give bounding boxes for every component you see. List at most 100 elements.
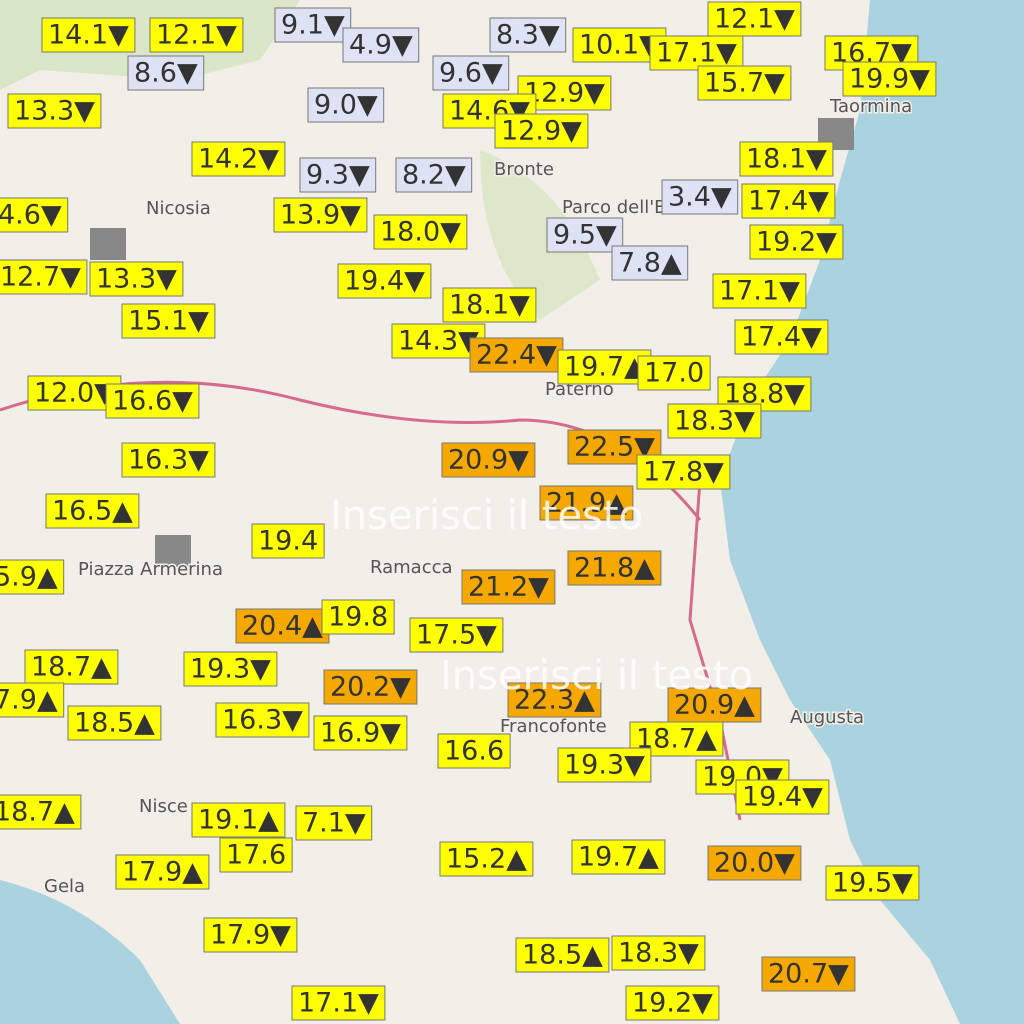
station-reading: 14.2▼ bbox=[198, 144, 279, 175]
station-reading: 10.1▼ bbox=[579, 30, 660, 61]
station: 18.7▲ bbox=[24, 649, 119, 685]
station: 12.7▼ bbox=[0, 259, 88, 295]
place-label: Taormina bbox=[829, 96, 912, 117]
station-reading: 16.9▼ bbox=[320, 718, 401, 749]
station-box bbox=[337, 263, 432, 299]
station-reading: 18.0▼ bbox=[380, 217, 461, 248]
station-box bbox=[121, 303, 216, 339]
station-reading: 19.8 bbox=[328, 602, 388, 633]
station-reading: 9.3▼ bbox=[306, 160, 370, 191]
station: 22.4▼ bbox=[469, 337, 564, 373]
station-reading: 20.9▼ bbox=[448, 445, 529, 476]
station-box bbox=[41, 17, 136, 53]
station: 14.2▼ bbox=[191, 141, 286, 177]
watermark: Inserisci il testo bbox=[330, 493, 643, 539]
station-box bbox=[115, 854, 210, 890]
station-reading: 19.4▼ bbox=[344, 266, 425, 297]
station: 17.1▼ bbox=[291, 985, 386, 1021]
station: 18.1▼ bbox=[442, 287, 537, 323]
station-box bbox=[625, 985, 720, 1021]
station-box bbox=[299, 157, 377, 193]
station-reading: 8.3▼ bbox=[496, 20, 560, 51]
station: 13.3▼ bbox=[7, 93, 102, 129]
station-reading: 18.7▲ bbox=[0, 797, 75, 828]
station-box bbox=[0, 559, 65, 595]
station-box bbox=[149, 17, 244, 53]
station-reading: 19.9▼ bbox=[849, 64, 930, 95]
station-reading: 12.7▼ bbox=[0, 262, 81, 293]
station: 10.1▼ bbox=[572, 27, 667, 63]
station: 16.3▼ bbox=[121, 442, 216, 478]
station: 17.4▼ bbox=[741, 183, 836, 219]
station-box bbox=[667, 403, 762, 439]
station-reading: 12.9▼ bbox=[524, 78, 605, 109]
station-reading: 7.9▲ bbox=[0, 685, 58, 716]
station-box bbox=[67, 705, 162, 741]
place-label: Augusta bbox=[790, 707, 864, 728]
station-reading: 17.4▼ bbox=[741, 322, 822, 353]
station-box bbox=[469, 337, 564, 373]
station-reading: 20.4▲ bbox=[242, 611, 323, 642]
station-box bbox=[707, 1, 802, 37]
station-reading: 12.9▼ bbox=[501, 116, 582, 147]
station-box bbox=[842, 61, 937, 97]
station-reading: 13.3▼ bbox=[96, 264, 177, 295]
station-box bbox=[273, 197, 368, 233]
station-box bbox=[274, 7, 352, 43]
station-reading: 19.2▼ bbox=[756, 227, 837, 258]
station-reading: 20.2▼ bbox=[330, 672, 411, 703]
station: 16.6 bbox=[437, 733, 511, 769]
sea bbox=[720, 0, 1024, 1024]
station-box bbox=[321, 599, 395, 635]
station-box bbox=[712, 273, 807, 309]
station-box bbox=[441, 442, 536, 478]
station-box bbox=[24, 649, 119, 685]
station-reading: 18.1▼ bbox=[746, 144, 827, 175]
station-box bbox=[489, 17, 567, 53]
station-reading: 8.2▼ bbox=[402, 160, 466, 191]
station: 14.1▼ bbox=[41, 17, 136, 53]
station-box bbox=[307, 87, 385, 123]
station-reading: 9.5▼ bbox=[553, 220, 617, 251]
station-reading: 4.9▼ bbox=[349, 30, 413, 61]
station-box bbox=[494, 113, 589, 149]
station-box bbox=[636, 454, 731, 490]
station-box bbox=[739, 141, 834, 177]
station-reading: 12.0▼ bbox=[34, 378, 115, 409]
station-box bbox=[0, 682, 65, 718]
station-box bbox=[707, 845, 802, 881]
station: 17.8▼ bbox=[636, 454, 731, 490]
station: 15.7▼ bbox=[697, 65, 792, 101]
station-box bbox=[507, 682, 602, 718]
station-reading: 17.1▼ bbox=[719, 276, 800, 307]
station: 16.5▲ bbox=[45, 493, 140, 529]
place-label: Ramacca bbox=[370, 557, 453, 578]
station: 16.3▼ bbox=[215, 702, 310, 738]
station: 7.8▲ bbox=[611, 245, 689, 281]
station: 19.2▼ bbox=[749, 224, 844, 260]
station: 17.1▼ bbox=[649, 35, 744, 71]
station: 7.9▲ bbox=[0, 682, 65, 718]
station: 21.8▲ bbox=[567, 550, 662, 586]
station: 7.1▼ bbox=[295, 805, 373, 841]
station-reading: 18.3▼ bbox=[618, 938, 699, 969]
station-reading: 12.1▼ bbox=[714, 4, 795, 35]
station-box bbox=[395, 157, 473, 193]
station-reading: 16.6▼ bbox=[112, 386, 193, 417]
station-reading: 17.9▼ bbox=[210, 920, 291, 951]
station-box bbox=[611, 245, 689, 281]
station: 19.7▲ bbox=[557, 349, 652, 385]
station-reading: 9.0▼ bbox=[314, 90, 378, 121]
station-reading: 21.2▼ bbox=[468, 572, 549, 603]
station-reading: 18.1▼ bbox=[449, 290, 530, 321]
station-box bbox=[323, 669, 418, 705]
station-box bbox=[661, 179, 739, 215]
station-box bbox=[0, 259, 88, 295]
station-box bbox=[539, 485, 634, 521]
station-box bbox=[825, 865, 920, 901]
station: 19.7▲ bbox=[571, 839, 666, 875]
station-reading: 8.6▼ bbox=[134, 58, 198, 89]
station: 13.9▼ bbox=[273, 197, 368, 233]
station: 18.3▼ bbox=[667, 403, 762, 439]
